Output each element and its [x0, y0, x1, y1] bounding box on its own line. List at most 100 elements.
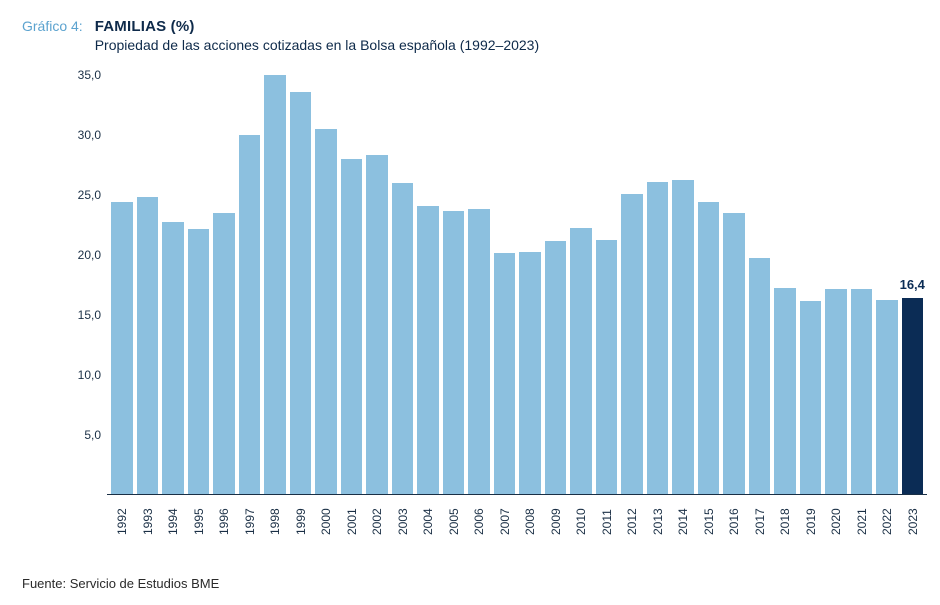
- bar: [545, 241, 567, 494]
- bars-group: 16,4: [107, 75, 927, 494]
- chart-subtitle: Propiedad de las acciones cotizadas en l…: [95, 37, 539, 53]
- x-tick-label: 2003: [392, 495, 414, 541]
- x-tick-label: 2016: [723, 495, 745, 541]
- bar-slot: [698, 75, 720, 494]
- y-tick-label: 20,0: [78, 248, 101, 262]
- bar: [290, 92, 312, 494]
- x-tick-label: 2007: [494, 495, 516, 541]
- chart-title: FAMILIAS (%): [95, 18, 539, 35]
- bar-slot: [213, 75, 235, 494]
- x-tick-label: 2015: [698, 495, 720, 541]
- x-axis: 1992199319941995199619971998199920002001…: [107, 495, 927, 541]
- y-tick-label: 10,0: [78, 368, 101, 382]
- chart-container: Gráfico 4: FAMILIAS (%) Propiedad de las…: [0, 0, 940, 605]
- bar-slot: [672, 75, 694, 494]
- bar-slot: [723, 75, 745, 494]
- bar: [825, 289, 847, 494]
- bar-slot: [468, 75, 490, 494]
- x-tick-label: 1996: [213, 495, 235, 541]
- bar-slot: [315, 75, 337, 494]
- bar-slot: [290, 75, 312, 494]
- chart-prefix: Gráfico 4:: [22, 18, 83, 34]
- x-tick-label: 2005: [443, 495, 465, 541]
- bar: [876, 300, 898, 494]
- bar: [188, 229, 210, 494]
- bar: [698, 202, 720, 494]
- bar-slot: [621, 75, 643, 494]
- bar: [570, 228, 592, 494]
- y-tick-label: 5,0: [84, 428, 101, 442]
- bar-slot: 16,4: [902, 75, 924, 494]
- bar-slot: [647, 75, 669, 494]
- bar: [774, 288, 796, 494]
- bar: [264, 75, 286, 494]
- x-tick-label: 2013: [647, 495, 669, 541]
- x-tick-label: 2004: [417, 495, 439, 541]
- bar: [468, 209, 490, 494]
- x-tick-label: 2011: [596, 495, 618, 541]
- bar: [672, 180, 694, 494]
- bar-slot: [519, 75, 541, 494]
- x-tick-label: 2010: [570, 495, 592, 541]
- chart-titles: FAMILIAS (%) Propiedad de las acciones c…: [95, 18, 539, 53]
- bar-slot: [851, 75, 873, 494]
- y-tick-label: 35,0: [78, 68, 101, 82]
- bar-slot: [443, 75, 465, 494]
- y-axis: 5,010,015,020,025,030,035,0: [67, 75, 107, 495]
- bar-slot: [545, 75, 567, 494]
- x-tick-label: 2019: [800, 495, 822, 541]
- x-tick-label: 2002: [366, 495, 388, 541]
- y-tick-label: 15,0: [78, 308, 101, 322]
- bar-slot: [137, 75, 159, 494]
- x-tick-label: 2001: [341, 495, 363, 541]
- bar: [800, 301, 822, 494]
- bar-slot: [239, 75, 261, 494]
- x-tick-label: 2009: [545, 495, 567, 541]
- bar-slot: [596, 75, 618, 494]
- bar-slot: [570, 75, 592, 494]
- bar-slot: [494, 75, 516, 494]
- bar-slot: [111, 75, 133, 494]
- bar-slot: [341, 75, 363, 494]
- bar: [723, 213, 745, 494]
- x-tick-label: 1993: [137, 495, 159, 541]
- bar-slot: [800, 75, 822, 494]
- bar: [162, 222, 184, 494]
- x-tick-label: 2017: [749, 495, 771, 541]
- chart-source: Fuente: Servicio de Estudios BME: [22, 576, 219, 591]
- bar: [647, 182, 669, 494]
- bar: [213, 213, 235, 494]
- bar-slot: [264, 75, 286, 494]
- x-tick-label: 2012: [621, 495, 643, 541]
- x-tick-label: 1995: [188, 495, 210, 541]
- x-tick-label: 1992: [111, 495, 133, 541]
- x-tick-label: 2021: [851, 495, 873, 541]
- bar: [443, 211, 465, 494]
- chart-header: Gráfico 4: FAMILIAS (%) Propiedad de las…: [22, 18, 918, 53]
- x-tick-label: 1997: [239, 495, 261, 541]
- bar: [366, 155, 388, 494]
- bar-slot: [749, 75, 771, 494]
- bar: [239, 135, 261, 494]
- y-tick-label: 30,0: [78, 128, 101, 142]
- bar: [596, 240, 618, 494]
- x-tick-label: 1999: [290, 495, 312, 541]
- bar: [417, 206, 439, 495]
- bar-slot: [392, 75, 414, 494]
- bar-slot: [774, 75, 796, 494]
- chart-plot-area: 5,010,015,020,025,030,035,0 16,4 1992199…: [67, 75, 927, 495]
- x-tick-label: 2014: [672, 495, 694, 541]
- x-tick-label: 2022: [876, 495, 898, 541]
- x-tick-label: 1994: [162, 495, 184, 541]
- bar-slot: [825, 75, 847, 494]
- bar: [749, 258, 771, 494]
- x-tick-label: 2008: [519, 495, 541, 541]
- bar: [315, 129, 337, 494]
- bar: [851, 289, 873, 494]
- x-tick-label: 2020: [825, 495, 847, 541]
- bar-slot: [162, 75, 184, 494]
- bar-slot: [417, 75, 439, 494]
- bar: [137, 197, 159, 494]
- x-tick-label: 2018: [774, 495, 796, 541]
- bar-value-label: 16,4: [900, 277, 925, 292]
